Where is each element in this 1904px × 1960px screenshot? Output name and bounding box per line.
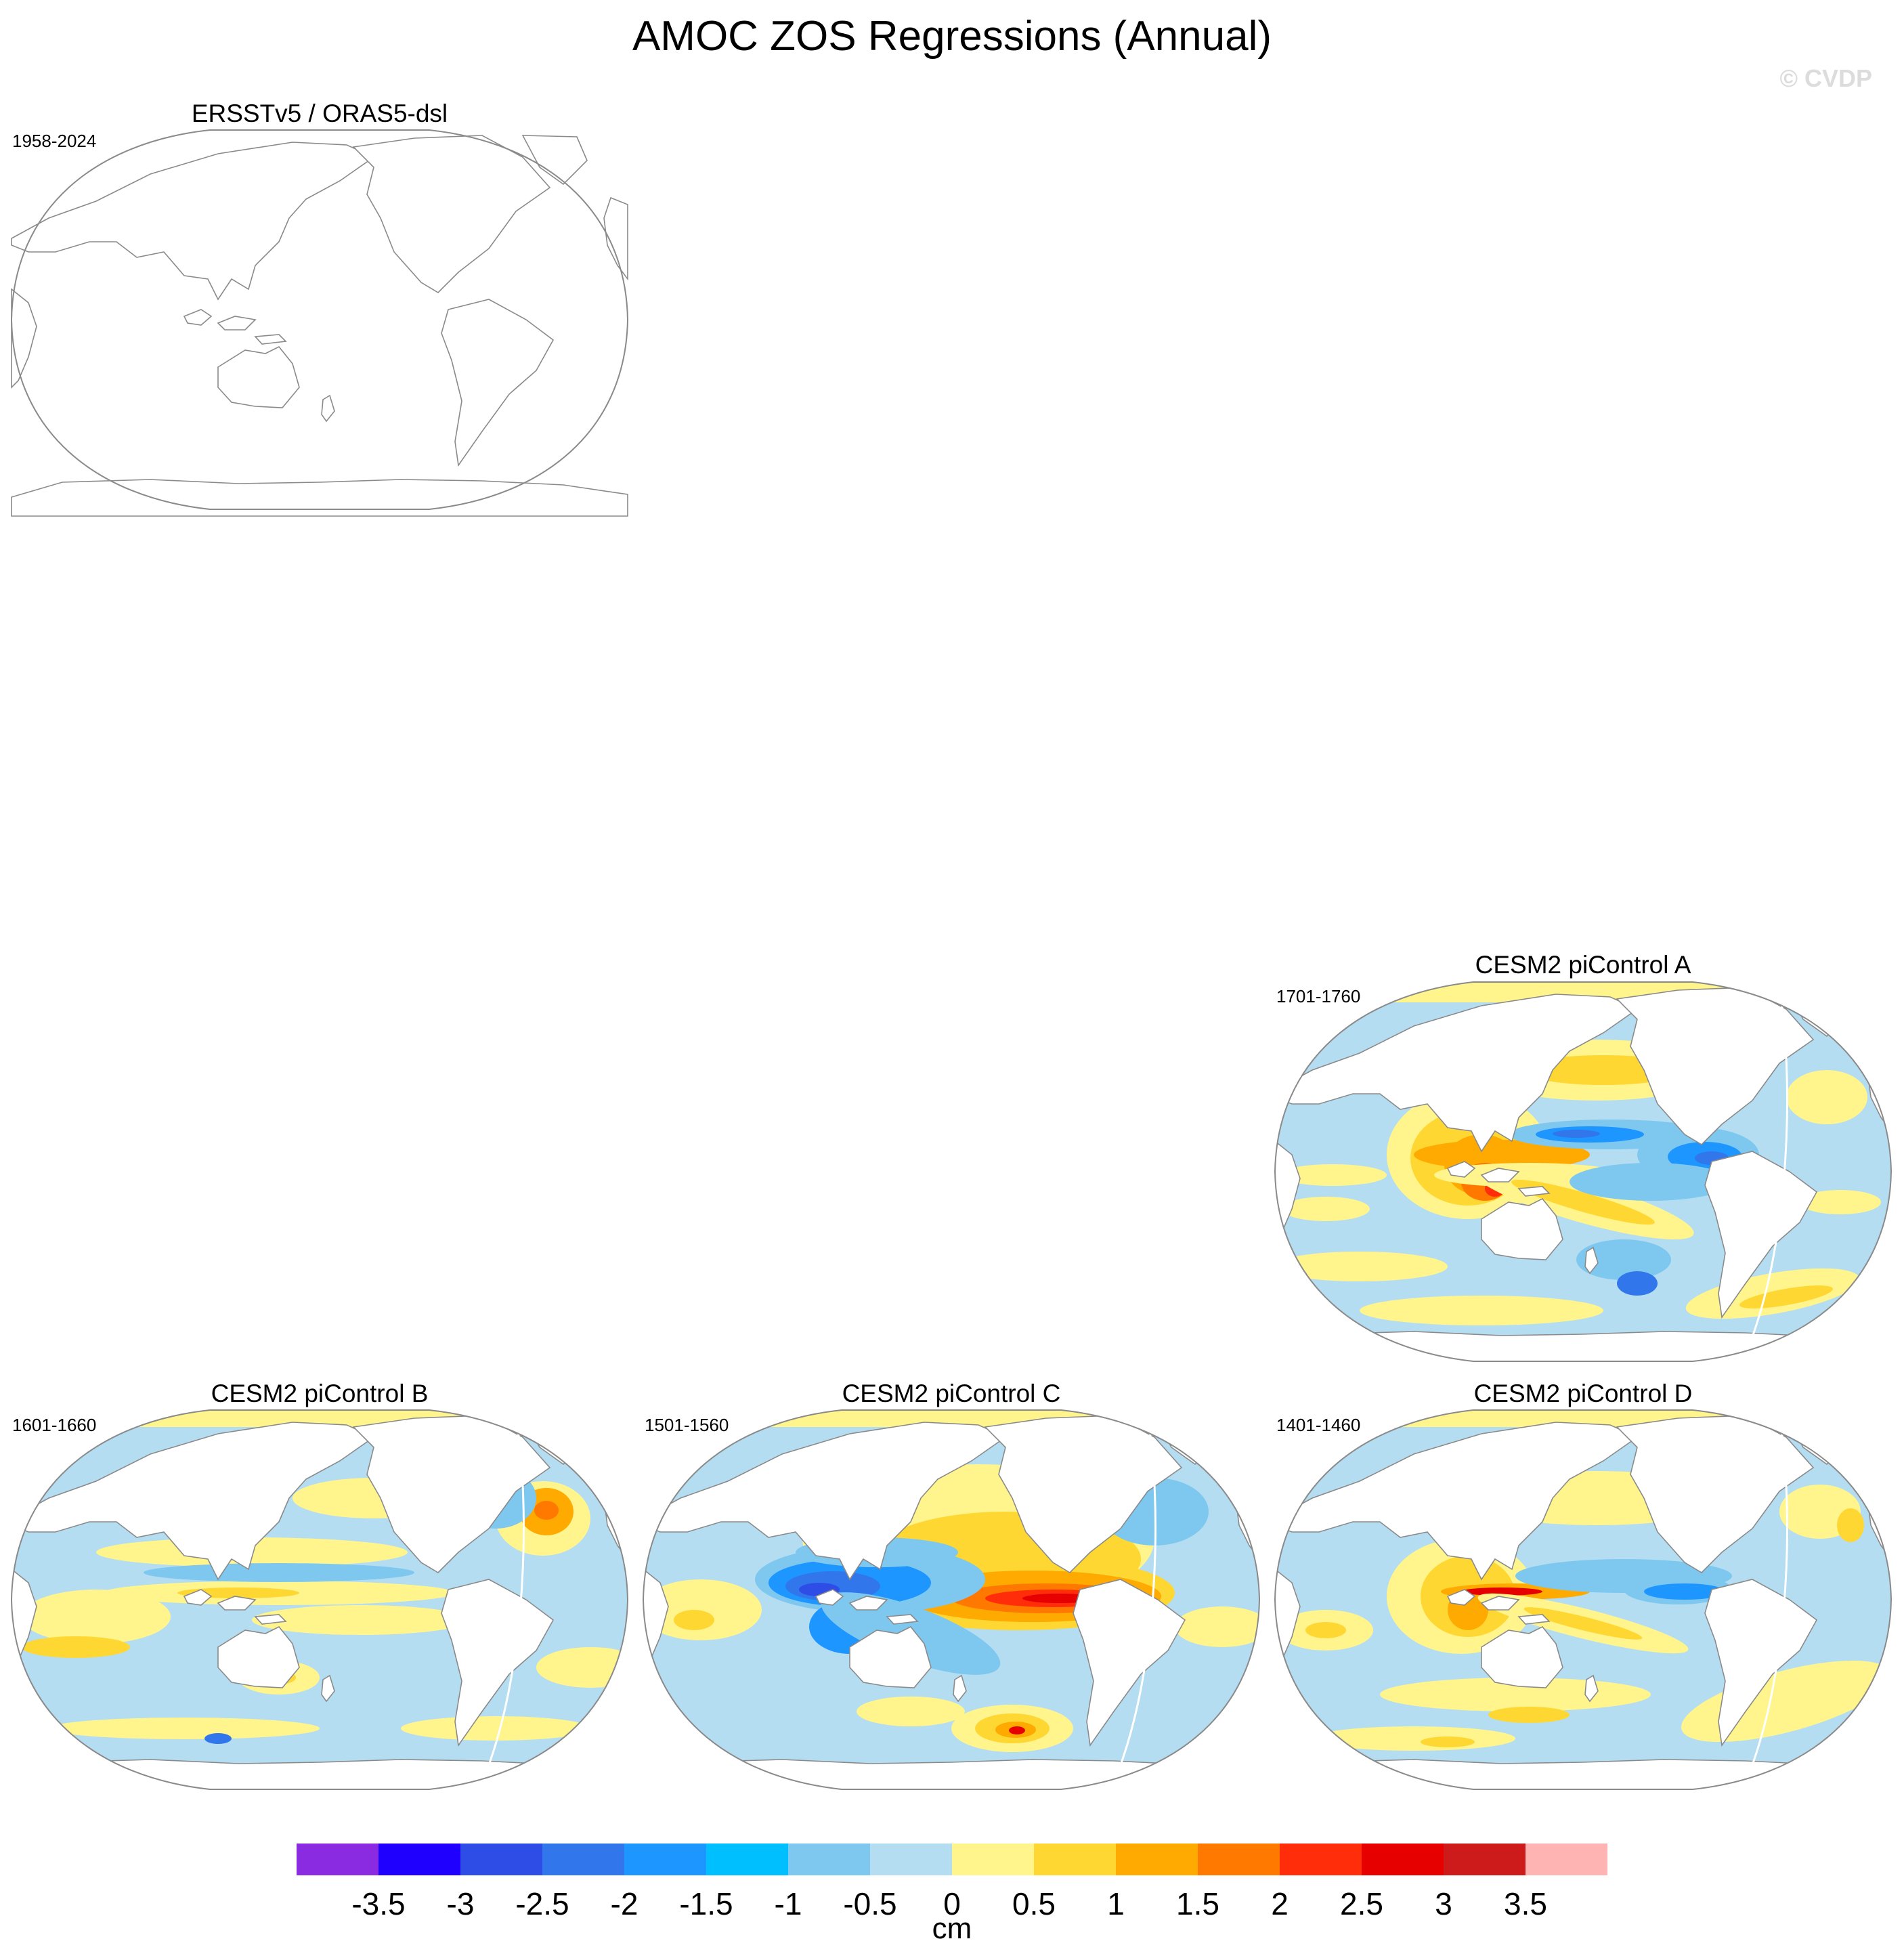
map-cesm2-c: [643, 1409, 1260, 1790]
colorbar-tick-label: -2: [611, 1886, 639, 1921]
colorbar-tick-label: 1: [1107, 1886, 1125, 1921]
colorbar-swatch: [297, 1844, 378, 1875]
colorbar-tick-label: -3: [447, 1886, 475, 1921]
colorbar-swatch: [870, 1844, 952, 1875]
watermark: © CVDP: [1779, 64, 1872, 92]
colorbar-swatch: [542, 1844, 624, 1875]
colorbar-units: cm: [932, 1912, 972, 1945]
colorbar-tick-label: -1: [775, 1886, 802, 1921]
colorbar-tick-label: 1.5: [1176, 1886, 1219, 1921]
colorbar-swatch: [1116, 1844, 1198, 1875]
colorbar-tick-label: -1.5: [679, 1886, 733, 1921]
colorbar-tick-label: -3.5: [351, 1886, 405, 1921]
colorbar-swatch: [1444, 1844, 1526, 1875]
panel-period: 1958-2024: [12, 131, 96, 151]
panel-title: ERSSTv5 / ORAS5-dsl: [192, 100, 448, 127]
colorbar-tick-label: -2.5: [515, 1886, 569, 1921]
panel-title: CESM2 piControl D: [1474, 1380, 1693, 1407]
colorbar-tick-label: 0.5: [1012, 1886, 1056, 1921]
colorbar-swatch: [952, 1844, 1034, 1875]
panel-cesm2-c: CESM2 piControl C 1501-1560: [643, 1380, 1260, 1790]
figure-title: AMOC ZOS Regressions (Annual): [632, 13, 1272, 60]
panel-period: 1601-1660: [12, 1415, 96, 1435]
colorbar-swatch: [1280, 1844, 1362, 1875]
colorbar-tick-label: 2: [1271, 1886, 1289, 1921]
panel-period: 1501-1560: [645, 1415, 729, 1435]
colorbar-tick-label: 2.5: [1340, 1886, 1383, 1921]
colorbar-tick-label: 3: [1435, 1886, 1452, 1921]
colorbar: -3.5 -3 -2.5 -2 -1.5 -1 -0.5 0 0.5 1 1.5 2 2.5 3 3.5: [297, 1844, 1607, 1921]
panel-cesm2-d: CESM2 piControl D 1401-1460: [1274, 1380, 1892, 1790]
panel-cesm2-b: CESM2 piControl B 1601-1660: [11, 1380, 628, 1790]
colorbar-tick-label: 3.5: [1504, 1886, 1547, 1921]
colorbar-swatch: [788, 1844, 870, 1875]
colorbar-tick-label: -0.5: [843, 1886, 896, 1921]
colorbar-swatch: [460, 1844, 542, 1875]
panel-period: 1401-1460: [1276, 1415, 1360, 1435]
colorbar-tick-label: 0: [943, 1886, 961, 1921]
colorbar-swatch: [378, 1844, 460, 1875]
panel-observations: ERSSTv5 / ORAS5-dsl 1958-2024: [11, 100, 628, 517]
colorbar-swatch: [706, 1844, 788, 1875]
colorbar-swatch: [1198, 1844, 1280, 1875]
panel-title: CESM2 piControl A: [1475, 951, 1691, 979]
colorbar-swatch: [1034, 1844, 1116, 1875]
panel-title: CESM2 piControl C: [842, 1380, 1061, 1407]
panel-period: 1701-1760: [1276, 986, 1360, 1006]
panel-cesm2-a: CESM2 piControl A 1701-1760: [1274, 951, 1892, 1362]
colorbar-swatch: [1526, 1844, 1607, 1875]
map-cesm2-b: [11, 1409, 628, 1790]
panel-title: CESM2 piControl B: [211, 1380, 429, 1407]
colorbar-swatch: [624, 1844, 706, 1875]
map-cesm2-d: [1274, 1409, 1892, 1790]
colorbar-swatch: [1362, 1844, 1444, 1875]
map-observations: [11, 129, 628, 517]
map-cesm2-a: [1274, 981, 1892, 1362]
